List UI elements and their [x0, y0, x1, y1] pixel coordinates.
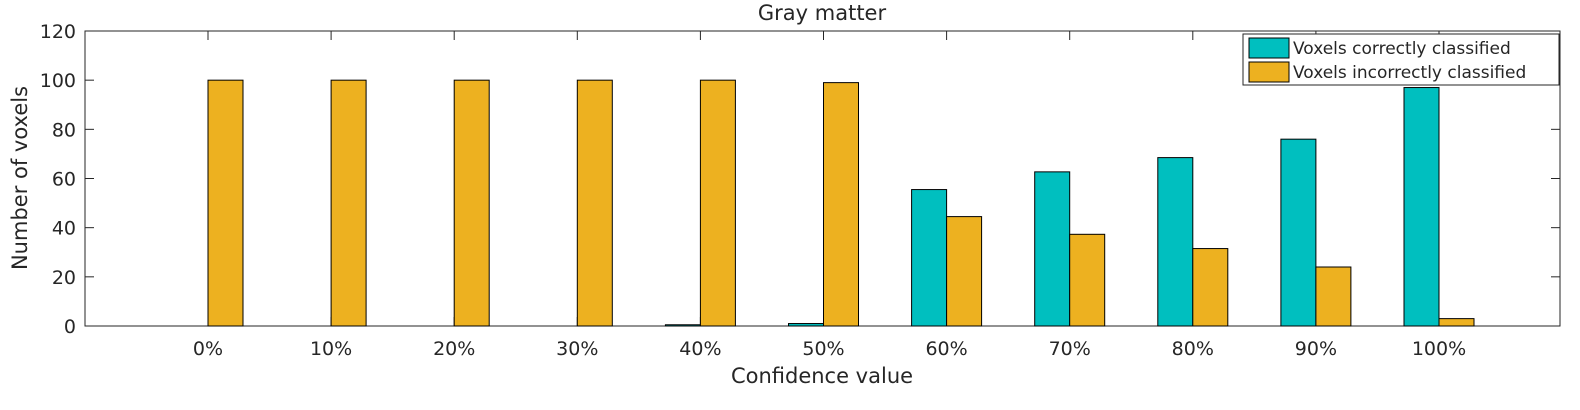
x-tick-label: 80% [1172, 338, 1214, 360]
y-tick-label: 120 [40, 21, 76, 43]
y-tick-label: 40 [52, 218, 76, 240]
x-tick-label: 30% [556, 338, 598, 360]
legend-swatch [1248, 37, 1290, 59]
bar-incorrect-80pct [1192, 248, 1229, 327]
bar-correct-90pct [1280, 138, 1317, 327]
y-tick-label: 80 [52, 119, 76, 141]
legend-box [1242, 33, 1560, 86]
y-tick-label: 100 [40, 70, 76, 92]
bar-correct-40pct [664, 324, 701, 327]
chart-title: Gray matter [758, 1, 887, 25]
x-tick-label: 10% [310, 338, 352, 360]
bar-incorrect-70pct [1069, 233, 1106, 327]
bar-incorrect-60pct [946, 216, 983, 327]
y-tick-label: 0 [64, 316, 76, 338]
bar-correct-100pct [1403, 87, 1440, 327]
y-tick-label: 60 [52, 169, 76, 191]
bar-correct-70pct [1034, 171, 1071, 327]
bar-incorrect-100pct [1438, 318, 1475, 327]
x-tick-label: 90% [1295, 338, 1337, 360]
bar-correct-60pct [911, 189, 948, 327]
bar-incorrect-10pct [330, 79, 367, 327]
bar-incorrect-50pct [823, 82, 859, 327]
legend-label: Voxels correctly classified [1293, 39, 1511, 59]
bar-correct-80pct [1157, 157, 1194, 327]
axis-ticks: 0 20 40 60 80 100 120 0% 10% 20% 30% 40% 50% 60% 70% 80… [40, 21, 1560, 360]
x-tick-label: 100% [1412, 338, 1466, 360]
legend-swatch [1248, 61, 1290, 83]
x-tick-label: 50% [802, 338, 844, 360]
x-axis-label: Confidence value [731, 364, 913, 388]
bar-incorrect-40pct [699, 79, 736, 327]
x-tick-label: 60% [925, 338, 967, 360]
bar-incorrect-30pct [576, 79, 613, 327]
bar-incorrect-90pct [1315, 266, 1352, 327]
bar-incorrect-0pct [207, 79, 244, 327]
legend: Voxels correctly classified Voxels incorr… [1242, 33, 1560, 86]
bar-incorrect-20pct [453, 79, 490, 327]
x-tick-label: 40% [679, 338, 721, 360]
x-tick-label: 20% [433, 338, 475, 360]
bars [207, 79, 1475, 327]
legend-label: Voxels incorrectly classified [1293, 63, 1526, 83]
y-axis-label: Number of voxels [8, 86, 32, 270]
x-tick-label: 0% [193, 338, 223, 360]
x-tick-label: 70% [1049, 338, 1091, 360]
y-tick-label: 20 [52, 267, 76, 289]
bar-correct-50pct [788, 323, 824, 327]
